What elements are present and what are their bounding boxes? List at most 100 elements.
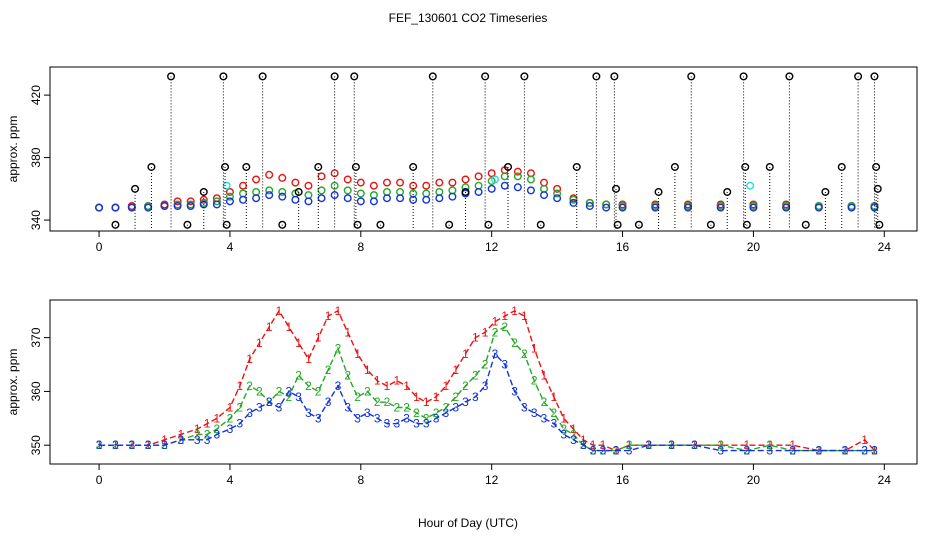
- data-point-label: 3: [816, 444, 823, 458]
- x-axis-label: Hour of Day (UTC): [418, 516, 518, 530]
- data-point-label: 2: [501, 320, 508, 334]
- data-point-label: 3: [128, 438, 135, 452]
- data-point: [291, 195, 300, 204]
- data-point-label: 3: [580, 438, 587, 452]
- data-point-label: 3: [145, 438, 152, 452]
- data-point-label: 1: [374, 374, 381, 388]
- data-point-label: 2: [305, 379, 312, 393]
- data-point: [739, 72, 748, 81]
- data-point: [572, 162, 581, 171]
- data-point-label: 1: [472, 331, 479, 345]
- data-point-label: 2: [214, 422, 221, 436]
- data-point: [540, 191, 549, 200]
- data-point: [716, 203, 725, 212]
- data-point: [219, 72, 228, 81]
- data-point: [821, 187, 830, 196]
- data-point-label: 3: [744, 444, 751, 458]
- data-point-label: 3: [374, 411, 381, 425]
- data-point: [350, 72, 359, 81]
- data-point-label: 2: [531, 374, 538, 388]
- data-point-label: 3: [315, 411, 322, 425]
- data-point: [278, 173, 287, 182]
- data-point: [613, 220, 622, 229]
- data-point-label: 3: [335, 379, 342, 393]
- data-point: [873, 184, 882, 193]
- data-point-label: 1: [413, 390, 420, 404]
- data-point: [782, 203, 791, 212]
- data-point-label: 3: [384, 417, 391, 431]
- data-point: [353, 220, 362, 229]
- data-point-label: 2: [492, 325, 499, 339]
- data-point-label: 1: [364, 363, 371, 377]
- data-point-label: 3: [344, 401, 351, 415]
- x-tick-label: 0: [96, 240, 103, 254]
- data-point: [569, 195, 578, 204]
- data-point-label: 2: [384, 395, 391, 409]
- data-point-label: 2: [354, 390, 361, 404]
- data-point-label: 2: [521, 347, 528, 361]
- data-point-label: 2: [443, 401, 450, 415]
- data-point-label: 2: [600, 444, 607, 458]
- data-point: [343, 186, 352, 195]
- data-point-label: 1: [423, 395, 430, 409]
- data-point-label: 1: [521, 309, 528, 323]
- data-point-label: 2: [364, 384, 371, 398]
- data-point-label: 3: [256, 401, 263, 415]
- data-point-label: 1: [501, 309, 508, 323]
- chart-title: FEF_130601 CO2 Timeseries: [389, 11, 548, 25]
- x-tick-label: 20: [747, 473, 761, 487]
- data-point: [749, 203, 758, 212]
- data-point: [252, 194, 261, 203]
- data-point-label: 1: [295, 336, 302, 350]
- data-point: [461, 175, 470, 184]
- data-point-label: 1: [276, 304, 283, 318]
- data-point: [382, 194, 391, 203]
- data-point: [520, 72, 529, 81]
- data-point: [199, 187, 208, 196]
- data-point-label: 3: [550, 417, 557, 431]
- data-point: [854, 72, 863, 81]
- data-point: [330, 72, 339, 81]
- data-point-label: 2: [482, 358, 489, 372]
- data-point-label: 1: [789, 438, 796, 452]
- data-point: [239, 195, 248, 204]
- series-line: [99, 325, 875, 452]
- data-point-label: 3: [501, 358, 508, 372]
- data-point: [487, 169, 496, 178]
- data-point: [183, 220, 192, 229]
- data-point-label: 1: [560, 411, 567, 425]
- y-tick-label: 350: [29, 435, 43, 455]
- data-point-label: 3: [305, 406, 312, 420]
- data-point-label: 1: [305, 352, 312, 366]
- data-point-label: 1: [861, 433, 868, 447]
- data-point: [741, 162, 750, 171]
- data-point: [585, 198, 594, 207]
- data-point-label: 2: [423, 411, 430, 425]
- data-point-label: 3: [691, 438, 698, 452]
- x-tick-label: 12: [485, 473, 499, 487]
- data-point: [610, 72, 619, 81]
- data-point-label: 3: [236, 417, 243, 431]
- data-point-label: 3: [285, 384, 292, 398]
- data-point-label: 1: [443, 379, 450, 393]
- data-point: [160, 202, 169, 211]
- data-point: [445, 220, 454, 229]
- series-black: [111, 72, 884, 230]
- data-point-label: 1: [227, 401, 234, 415]
- data-point-label: 2: [541, 395, 548, 409]
- data-point-label: 3: [246, 406, 253, 420]
- data-point: [186, 202, 195, 211]
- data-point: [396, 194, 405, 203]
- data-point: [870, 72, 879, 81]
- data-point-label: 3: [443, 406, 450, 420]
- data-point: [723, 187, 732, 196]
- data-point-label: 2: [374, 395, 381, 409]
- data-point-label: 2: [413, 406, 420, 420]
- data-point-label: 3: [766, 444, 773, 458]
- data-point-label: 3: [842, 444, 849, 458]
- x-tick-label: 24: [878, 473, 892, 487]
- data-point-label: 1: [315, 331, 322, 345]
- data-point: [872, 162, 881, 171]
- data-point-label: 3: [590, 444, 597, 458]
